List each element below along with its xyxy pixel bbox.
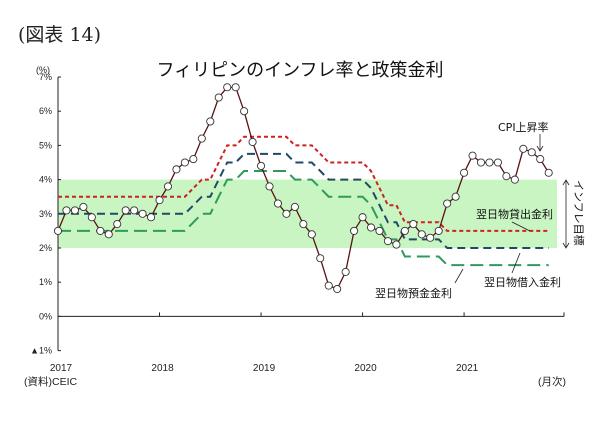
cpi-data-point xyxy=(375,226,384,235)
cpi-data-point xyxy=(451,192,460,201)
cpi-data-point xyxy=(96,226,105,235)
cpi-data-point xyxy=(536,155,545,164)
y-tick-label: 3% xyxy=(39,209,52,219)
cpi-data-point xyxy=(62,206,71,215)
cpi-data-point xyxy=(383,237,392,246)
y-tick-label: 6% xyxy=(39,106,52,116)
cpi-data-point xyxy=(70,206,79,215)
label-deposit-rate: 翌日物預金金利 xyxy=(375,286,452,300)
chart-title: フィリピンのインフレ率と政策金利 xyxy=(156,60,444,81)
cpi-data-point xyxy=(350,226,359,235)
y-tick-label: ▲1% xyxy=(30,346,52,356)
cpi-data-point xyxy=(476,158,486,167)
cpi-data-point xyxy=(460,168,469,177)
cpi-data-point xyxy=(87,213,96,222)
cpi-data-point xyxy=(485,158,494,167)
cpi-data-point xyxy=(180,158,189,167)
cpi-data-point xyxy=(147,213,156,222)
series-line-1 xyxy=(58,135,549,232)
cpi-data-point xyxy=(519,144,528,153)
cpi-data-point xyxy=(163,182,173,191)
cpi-data-point xyxy=(443,199,452,208)
cpi-data-point xyxy=(155,196,164,205)
y-axis-unit: (%) xyxy=(36,65,50,75)
cpi-data-point xyxy=(130,206,139,215)
cpi-data-point xyxy=(172,165,181,174)
cpi-data-point xyxy=(358,213,367,222)
cpi-data-point xyxy=(502,172,511,181)
cpi-data-point xyxy=(104,230,113,239)
cpi-data-point xyxy=(273,199,283,208)
cpi-data-point xyxy=(468,151,477,160)
label-inflation-target: インフレ目標 xyxy=(572,180,586,246)
figure-number: (図表 14) xyxy=(18,24,102,46)
cpi-data-point xyxy=(240,107,249,116)
cpi-data-point xyxy=(341,267,350,276)
source-note: (資料)CEIC xyxy=(24,376,78,388)
cpi-data-point xyxy=(265,182,274,191)
cpi-data-point xyxy=(316,254,325,263)
cpi-data-point xyxy=(400,226,409,235)
cpi-data-point xyxy=(197,134,206,143)
cpi-data-point xyxy=(333,284,342,294)
cpi-data-point xyxy=(231,83,240,92)
cpi-data-point xyxy=(256,161,266,170)
arrow-borrowing xyxy=(511,252,521,274)
x-tick-label: 2019 xyxy=(253,363,276,374)
y-tick-label: 5% xyxy=(39,140,52,150)
series-line-3 xyxy=(58,170,549,267)
cpi-data-point xyxy=(138,209,147,218)
x-tick-label: 2021 xyxy=(456,363,479,374)
y-tick-label: 4% xyxy=(39,175,52,185)
y-tick-label: 2% xyxy=(39,243,52,253)
cpi-data-point xyxy=(366,223,376,232)
y-tick-label: 1% xyxy=(39,277,52,287)
cpi-data-point xyxy=(223,83,232,92)
x-tick-label: 2018 xyxy=(151,363,174,374)
label-borrowing-rate: 翌日物借入金利 xyxy=(484,275,561,289)
arrowhead-cpi xyxy=(536,145,544,152)
cpi-data-point xyxy=(324,281,333,290)
cpi-data-point xyxy=(53,226,63,235)
cpi-data-point xyxy=(426,233,435,242)
cpi-data-point xyxy=(510,175,519,184)
cpi-data-point xyxy=(417,230,426,239)
cpi-data-point xyxy=(307,230,316,239)
cpi-data-point xyxy=(121,206,130,215)
x-tick-label: 2017 xyxy=(50,363,73,374)
arrow-deposit xyxy=(454,268,464,284)
cpi-data-point xyxy=(214,93,223,102)
target-range-arrowheads xyxy=(562,179,570,249)
label-cpi: CPI上昇率 xyxy=(498,120,549,134)
cpi-data-point xyxy=(79,202,88,212)
frequency-note: (月次) xyxy=(538,376,566,388)
cpi-data-point xyxy=(113,220,122,229)
cpi-data-point xyxy=(392,240,401,249)
cpi-data-point xyxy=(527,148,536,157)
cpi-data-point xyxy=(434,226,443,235)
cpi-data-point xyxy=(206,117,215,126)
cpi-data-point xyxy=(248,137,257,147)
cpi-data-point xyxy=(189,155,198,164)
y-tick-label: 7% xyxy=(39,72,52,82)
cpi-data-point xyxy=(299,220,308,229)
label-lending-rate: 翌日物貸出金利 xyxy=(476,207,553,221)
cpi-data-point xyxy=(282,209,291,218)
cpi-data-point xyxy=(493,158,502,167)
x-tick-label: 2020 xyxy=(354,363,377,374)
cpi-data-point xyxy=(290,202,299,212)
arrow-lending xyxy=(511,221,531,232)
cpi-data-point xyxy=(409,220,418,229)
y-tick-label: 0% xyxy=(39,311,52,321)
cpi-data-point xyxy=(544,168,553,177)
